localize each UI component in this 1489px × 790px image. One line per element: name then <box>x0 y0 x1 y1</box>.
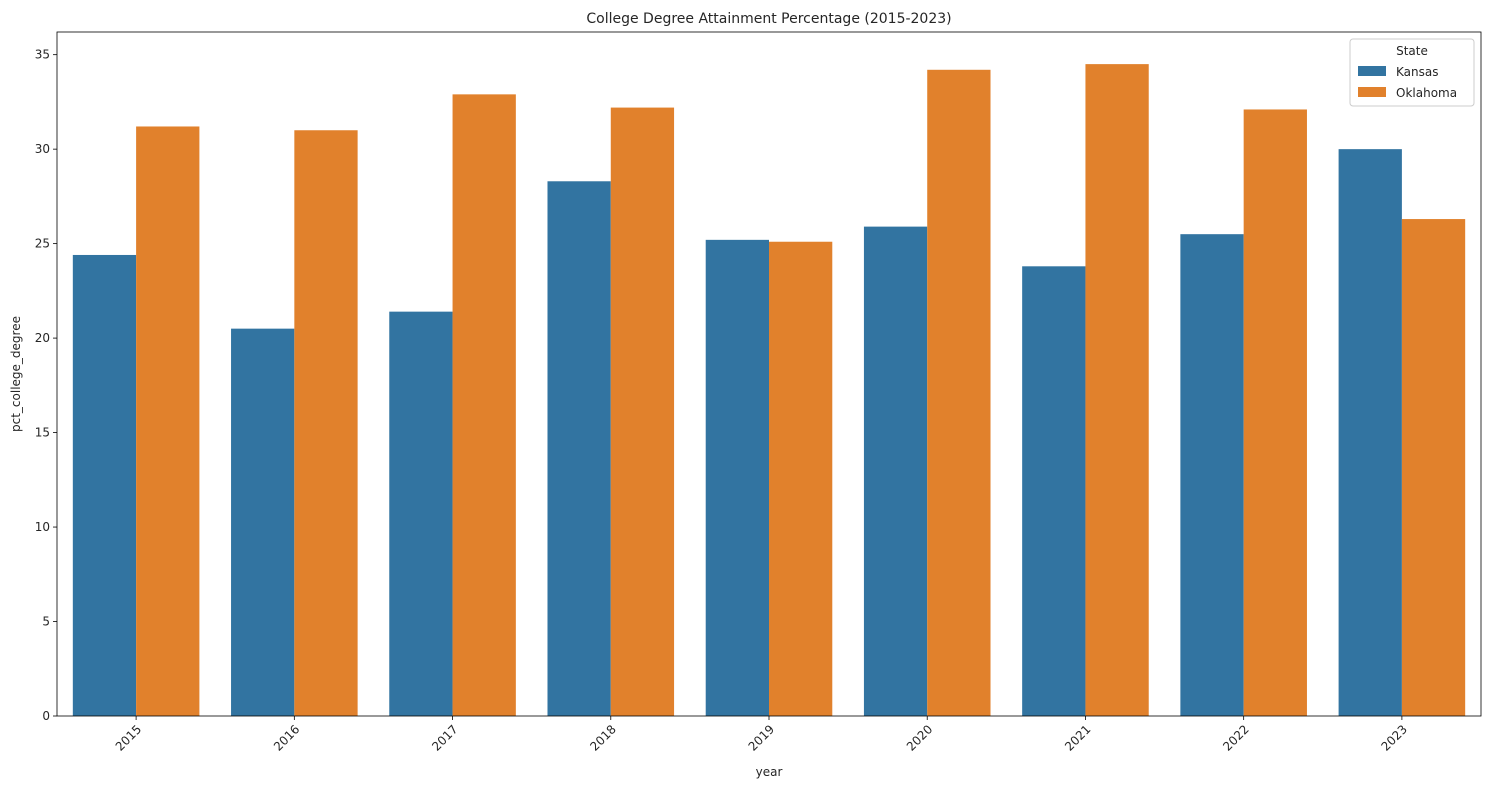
bar-oklahoma-2021 <box>1085 64 1149 717</box>
legend-label-kansas: Kansas <box>1396 65 1438 79</box>
y-tick-label: 0 <box>42 709 50 723</box>
bar-oklahoma-2018 <box>610 107 675 717</box>
x-tick-label: 2021 <box>1062 722 1093 753</box>
bar-kansas-2021 <box>1022 266 1086 716</box>
x-tick-label: 2016 <box>271 722 302 753</box>
bar-oklahoma-2019 <box>769 241 833 716</box>
x-tick-label: 2020 <box>904 722 935 753</box>
bars-group <box>72 64 1466 717</box>
bar-oklahoma-2022 <box>1243 109 1307 717</box>
bar-oklahoma-2023 <box>1401 219 1466 716</box>
legend: State Kansas Oklahoma <box>1349 38 1475 107</box>
y-tick-label: 35 <box>35 48 50 62</box>
bar-oklahoma-2015 <box>136 126 200 716</box>
y-tick-label: 15 <box>35 426 50 440</box>
x-tick-label: 2015 <box>113 722 144 753</box>
x-tick-label: 2017 <box>429 722 460 753</box>
legend-swatch-oklahoma <box>1358 87 1386 97</box>
y-axis-label: pct_college_degree <box>9 316 23 432</box>
bar-oklahoma-2017 <box>452 94 516 717</box>
y-tick-label: 20 <box>35 331 50 345</box>
bar-kansas-2018 <box>547 181 611 716</box>
bar-oklahoma-2020 <box>927 69 991 717</box>
bar-oklahoma-2016 <box>294 130 358 716</box>
bar-kansas-2020 <box>863 226 928 717</box>
y-tick-label: 10 <box>35 520 50 534</box>
y-tick-label: 25 <box>35 237 50 251</box>
y-tick-label: 5 <box>42 615 50 629</box>
legend-title: State <box>1396 44 1428 58</box>
bar-kansas-2016 <box>231 328 295 716</box>
bar-kansas-2019 <box>705 239 769 716</box>
x-tick-label: 2018 <box>587 722 618 753</box>
plot-frame <box>56 31 1482 717</box>
x-tick-label: 2019 <box>746 722 777 753</box>
chart-title: College Degree Attainment Percentage (20… <box>586 11 951 27</box>
legend-label-oklahoma: Oklahoma <box>1396 86 1457 100</box>
legend-swatch-kansas <box>1358 66 1386 76</box>
x-axis-label: year <box>756 765 783 779</box>
bar-kansas-2022 <box>1180 234 1244 716</box>
x-tick-label: 2022 <box>1220 722 1251 753</box>
y-tick-label: 30 <box>35 142 50 156</box>
x-tick-label: 2023 <box>1379 722 1410 753</box>
y-axis: 0 5 10 15 20 25 30 35 <box>35 48 57 723</box>
bar-kansas-2015 <box>72 254 137 717</box>
x-axis: 2015 2016 2017 2018 2019 2020 2021 2022 2023 <box>113 716 1410 754</box>
bar-kansas-2023 <box>1338 149 1402 716</box>
bar-kansas-2017 <box>389 311 453 716</box>
